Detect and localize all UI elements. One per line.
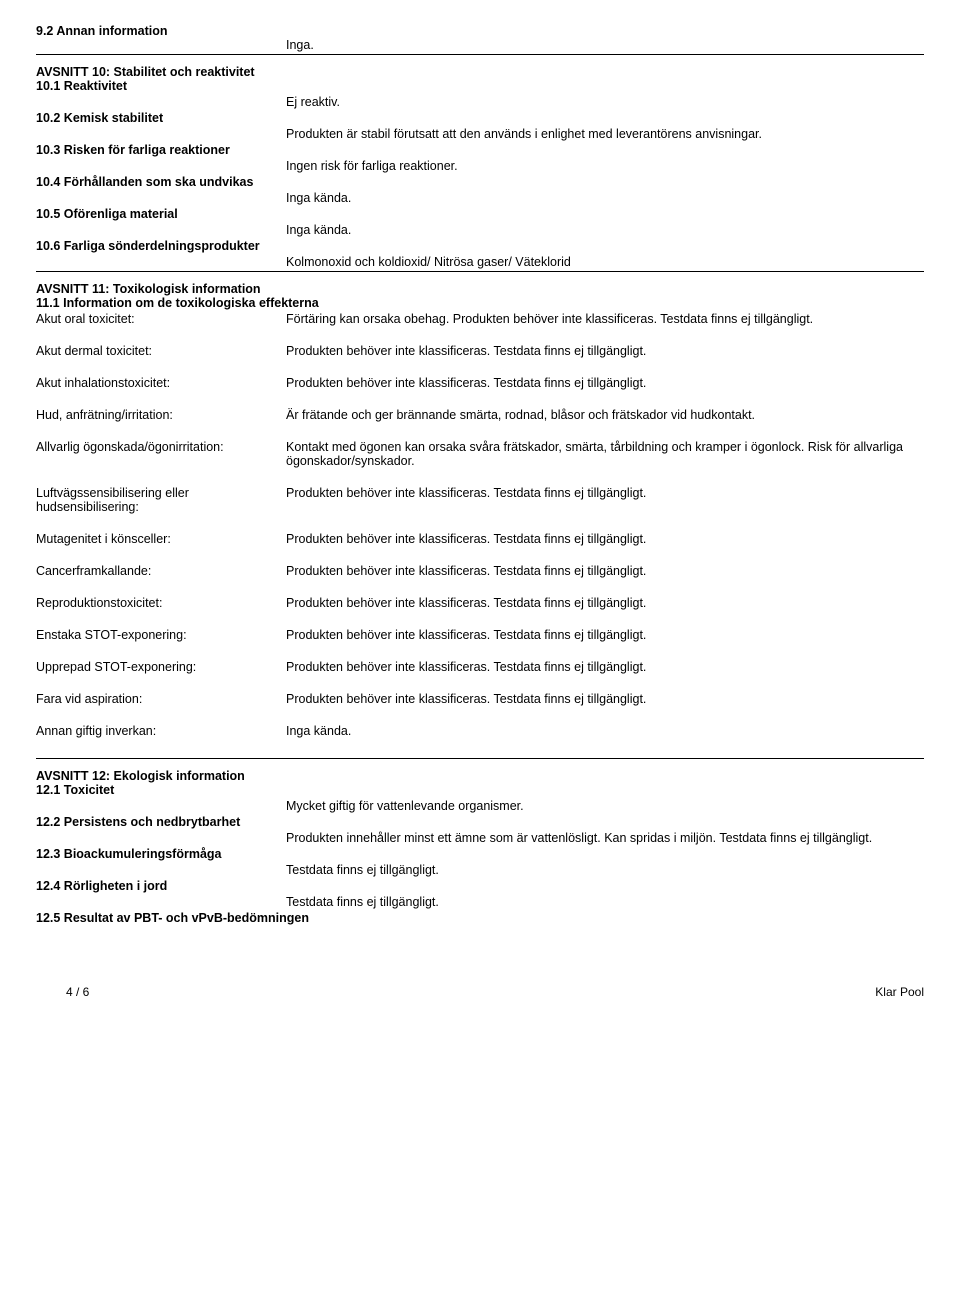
tox-row: Allvarlig ögonskada/ögonirritation:Konta… [36,440,924,468]
tox-row: Cancerframkallande:Produkten behöver int… [36,564,924,578]
value-10-4: Inga kända. [286,191,924,205]
section-10: AVSNITT 10: Stabilitet och reaktivitet 1… [36,65,924,272]
section-11-title: AVSNITT 11: Toxikologisk information [36,282,924,296]
divider [36,271,924,272]
section-12-title: AVSNITT 12: Ekologisk information [36,769,924,783]
tox-label: Mutagenitet i könsceller: [36,532,286,546]
tox-row: Reproduktionstoxicitet:Produkten behöver… [36,596,924,610]
section-11: AVSNITT 11: Toxikologisk information 11.… [36,282,924,759]
page-number: 4 / 6 [66,985,89,999]
section-9-2: 9.2 Annan information Inga. [36,24,924,55]
value-12-2: Produkten innehåller minst ett ämne som … [286,831,924,845]
tox-value: Förtäring kan orsaka obehag. Produkten b… [286,312,924,326]
tox-value: Kontakt med ögonen kan orsaka svåra frät… [286,440,924,468]
tox-row: Akut dermal toxicitet:Produkten behöver … [36,344,924,358]
tox-row: Enstaka STOT-exponering:Produkten behöve… [36,628,924,642]
heading-9-2: 9.2 Annan information [36,24,924,38]
value-10-5: Inga kända. [286,223,924,237]
heading-10-6: 10.6 Farliga sönderdelningsprodukter [36,239,924,253]
heading-10-2: 10.2 Kemisk stabilitet [36,111,924,125]
value-10-2: Produkten är stabil förutsatt att den an… [286,127,924,141]
value-10-1: Ej reaktiv. [286,95,924,109]
value-10-3: Ingen risk för farliga reaktioner. [286,159,924,173]
heading-12-4: 12.4 Rörligheten i jord [36,879,924,893]
tox-row: Akut oral toxicitet:Förtäring kan orsaka… [36,312,924,326]
value-10-6: Kolmonoxid och koldioxid/ Nitrösa gaser/… [286,255,924,269]
tox-value: Produkten behöver inte klassificeras. Te… [286,692,924,706]
tox-label: Akut oral toxicitet: [36,312,286,326]
divider [36,758,924,759]
tox-value: Produkten behöver inte klassificeras. Te… [286,628,924,642]
tox-row: Luftvägssensibilisering eller hudsensibi… [36,486,924,514]
tox-label: Upprepad STOT-exponering: [36,660,286,674]
page-footer: 4 / 6 Klar Pool [36,985,924,999]
heading-12-1: 12.1 Toxicitet [36,783,924,797]
tox-value: Produkten behöver inte klassificeras. Te… [286,486,924,514]
value-9-2: Inga. [286,38,924,52]
value-12-4: Testdata finns ej tillgängligt. [286,895,924,909]
tox-label: Enstaka STOT-exponering: [36,628,286,642]
heading-12-5: 12.5 Resultat av PBT- och vPvB-bedömning… [36,911,924,925]
section-12: AVSNITT 12: Ekologisk information 12.1 T… [36,769,924,925]
tox-label: Akut inhalationstoxicitet: [36,376,286,390]
tox-label: Hud, anfrätning/irritation: [36,408,286,422]
tox-value: Inga kända. [286,724,924,738]
tox-label: Akut dermal toxicitet: [36,344,286,358]
tox-value: Produkten behöver inte klassificeras. Te… [286,376,924,390]
product-name: Klar Pool [875,985,924,999]
tox-value: Är frätande och ger brännande smärta, ro… [286,408,924,422]
heading-12-2: 12.2 Persistens och nedbrytbarhet [36,815,924,829]
tox-value: Produkten behöver inte klassificeras. Te… [286,596,924,610]
tox-row: Upprepad STOT-exponering:Produkten behöv… [36,660,924,674]
heading-10-4: 10.4 Förhållanden som ska undvikas [36,175,924,189]
heading-10-3: 10.3 Risken för farliga reaktioner [36,143,924,157]
tox-value: Produkten behöver inte klassificeras. Te… [286,660,924,674]
tox-label: Reproduktionstoxicitet: [36,596,286,610]
heading-12-3: 12.3 Bioackumuleringsförmåga [36,847,924,861]
tox-row: Mutagenitet i könsceller:Produkten behöv… [36,532,924,546]
heading-10-1: 10.1 Reaktivitet [36,79,924,93]
tox-label: Cancerframkallande: [36,564,286,578]
tox-row: Fara vid aspiration:Produkten behöver in… [36,692,924,706]
tox-label: Allvarlig ögonskada/ögonirritation: [36,440,286,468]
divider [36,54,924,55]
tox-label: Luftvägssensibilisering eller hudsensibi… [36,486,286,514]
tox-value: Produkten behöver inte klassificeras. Te… [286,532,924,546]
value-12-3: Testdata finns ej tillgängligt. [286,863,924,877]
section-10-title: AVSNITT 10: Stabilitet och reaktivitet [36,65,924,79]
section-11-sub: 11.1 Information om de toxikologiska eff… [36,296,924,310]
tox-row: Annan giftig inverkan:Inga kända. [36,724,924,738]
tox-label: Fara vid aspiration: [36,692,286,706]
tox-value: Produkten behöver inte klassificeras. Te… [286,344,924,358]
tox-label: Annan giftig inverkan: [36,724,286,738]
tox-row: Hud, anfrätning/irritation:Är frätande o… [36,408,924,422]
heading-10-5: 10.5 Oförenliga material [36,207,924,221]
value-12-1: Mycket giftig för vattenlevande organism… [286,799,924,813]
tox-row: Akut inhalationstoxicitet:Produkten behö… [36,376,924,390]
tox-value: Produkten behöver inte klassificeras. Te… [286,564,924,578]
